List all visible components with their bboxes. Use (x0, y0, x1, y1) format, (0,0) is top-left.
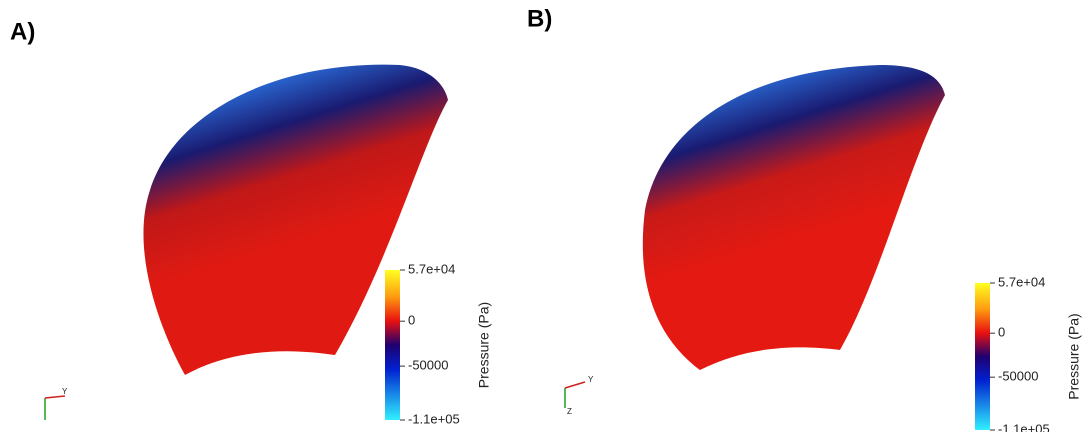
colorbar-tick-label: -50000 (998, 369, 1038, 384)
blade-a (143, 64, 449, 375)
colorbar-tick-label: -1.1e+05 (998, 421, 1050, 432)
colorbar (975, 283, 990, 430)
triad-label: Z (567, 407, 572, 416)
colorbar-tick-label: 5.7e+04 (998, 274, 1045, 289)
colorbar-tick-label: -50000 (408, 358, 448, 373)
triad-label: Y (588, 375, 594, 384)
panel-label: B) (527, 5, 552, 32)
triad-b (564, 381, 586, 408)
colorbar (385, 270, 400, 420)
colorbar-tick-label: 5.7e+04 (408, 261, 455, 276)
colorbar-tick-label: -1.1e+05 (408, 411, 460, 426)
colorbar-tick-label: 0 (998, 325, 1005, 340)
colorbar-title: Pressure (Pa) (476, 302, 492, 388)
triad-label: Y (62, 387, 68, 396)
colorbar-tick-label: 0 (408, 313, 415, 328)
triad-a (44, 395, 66, 420)
colorbar-title: Pressure (Pa) (1066, 313, 1082, 399)
panel-label: A) (10, 18, 35, 45)
blade-b (642, 65, 945, 370)
